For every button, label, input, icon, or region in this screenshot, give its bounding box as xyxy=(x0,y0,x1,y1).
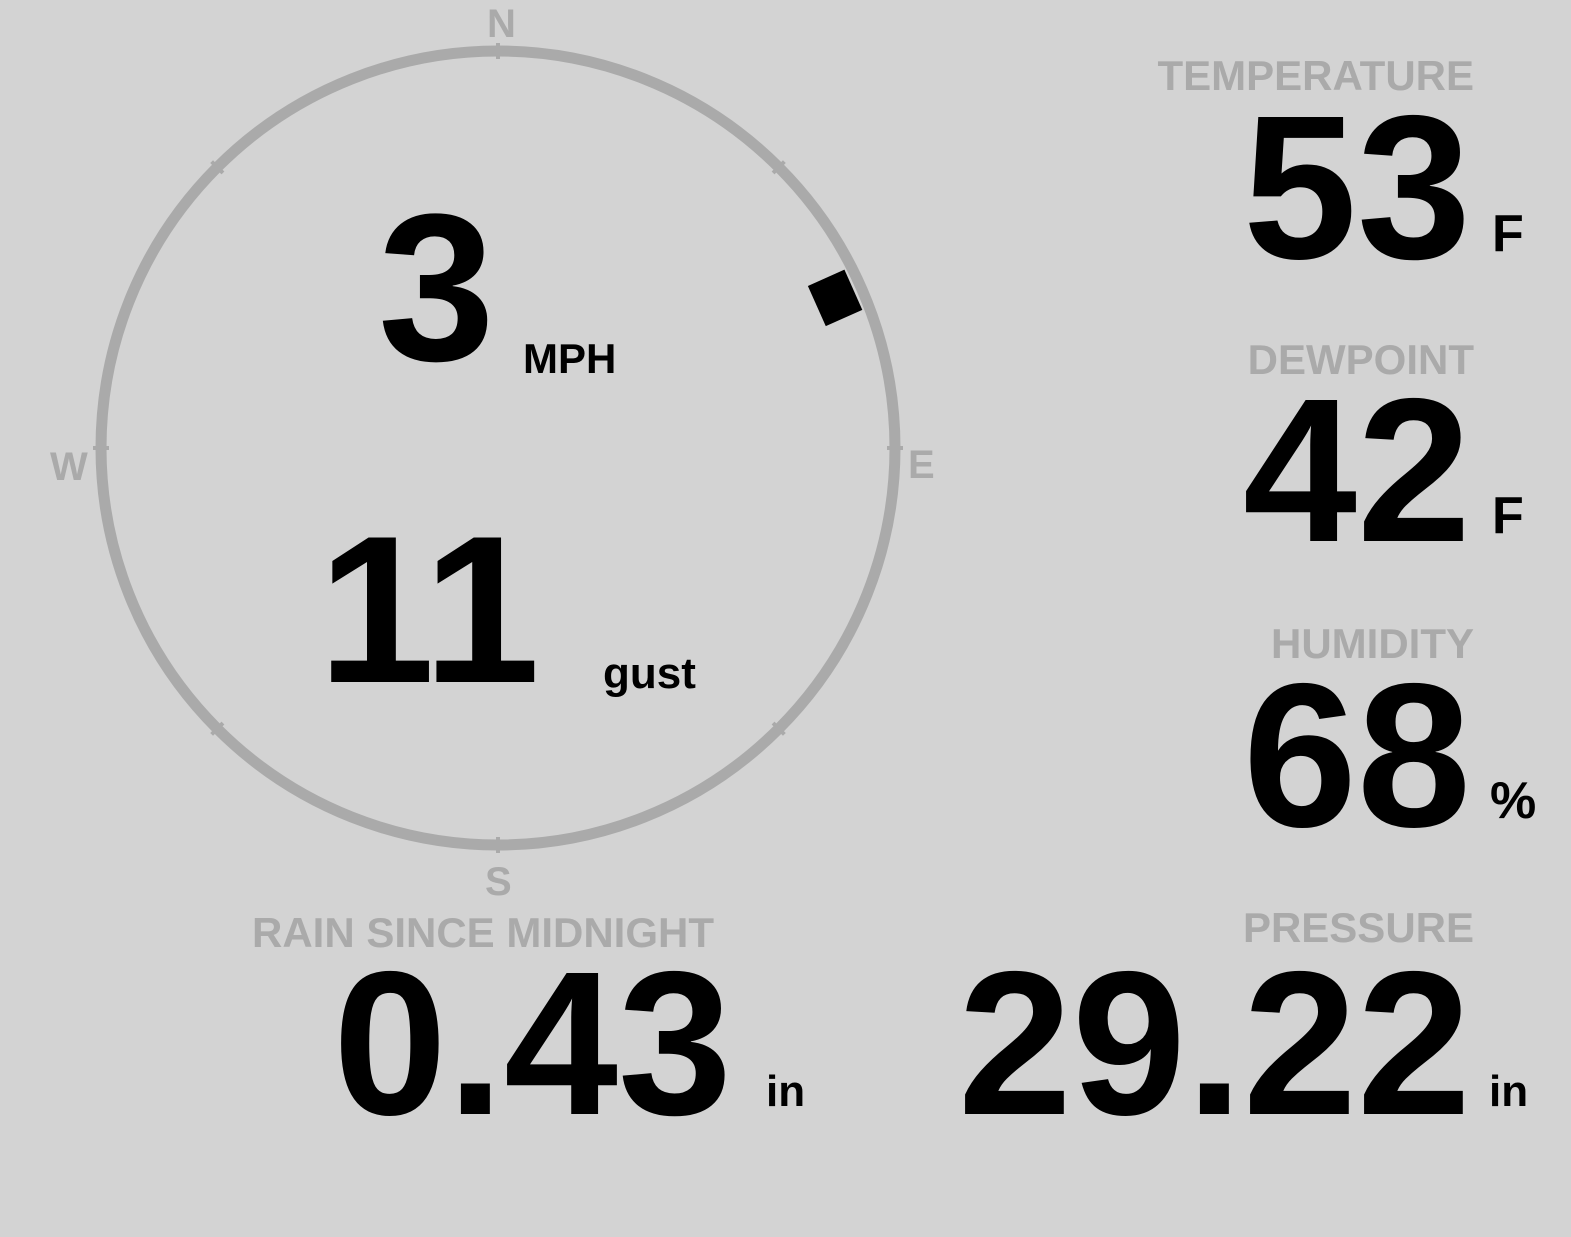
dewpoint-value: 42 xyxy=(1242,356,1471,585)
compass-east-label: E xyxy=(908,443,935,487)
rain-unit: in xyxy=(766,1067,806,1116)
compass-west-label: W xyxy=(50,445,88,489)
temperature-value: 53 xyxy=(1242,73,1471,302)
pressure-value: 29.22 xyxy=(957,929,1471,1158)
rain-value: 0.43 xyxy=(333,929,732,1158)
compass-tick xyxy=(210,721,225,736)
pressure-label: PRESSURE xyxy=(1242,904,1474,951)
wind-speed-value: 3 xyxy=(378,170,495,405)
dewpoint-unit: F xyxy=(1492,487,1524,545)
compass-tick xyxy=(771,160,786,175)
wind-speed-unit: MPH xyxy=(523,335,617,382)
wind-compass xyxy=(93,43,903,853)
wind-gust-label: gust xyxy=(603,649,696,698)
compass-ticks xyxy=(93,43,903,853)
pressure-unit: in xyxy=(1489,1067,1529,1116)
humidity-label: HUMIDITY xyxy=(1271,620,1474,667)
compass-tick xyxy=(771,721,786,736)
compass-tick xyxy=(210,160,225,175)
temperature-unit: F xyxy=(1492,205,1524,263)
humidity-unit: % xyxy=(1490,772,1537,830)
dewpoint-label: DEWPOINT xyxy=(1247,336,1474,383)
compass-north-label: N xyxy=(487,2,516,46)
wind-gust-value: 11 xyxy=(318,492,540,727)
rain-label: RAIN SINCE MIDNIGHT xyxy=(252,909,714,956)
humidity-value: 68 xyxy=(1242,641,1471,870)
compass-south-label: S xyxy=(485,860,512,904)
temperature-label: TEMPERATURE xyxy=(1157,52,1474,99)
wind-direction-marker xyxy=(807,269,863,327)
